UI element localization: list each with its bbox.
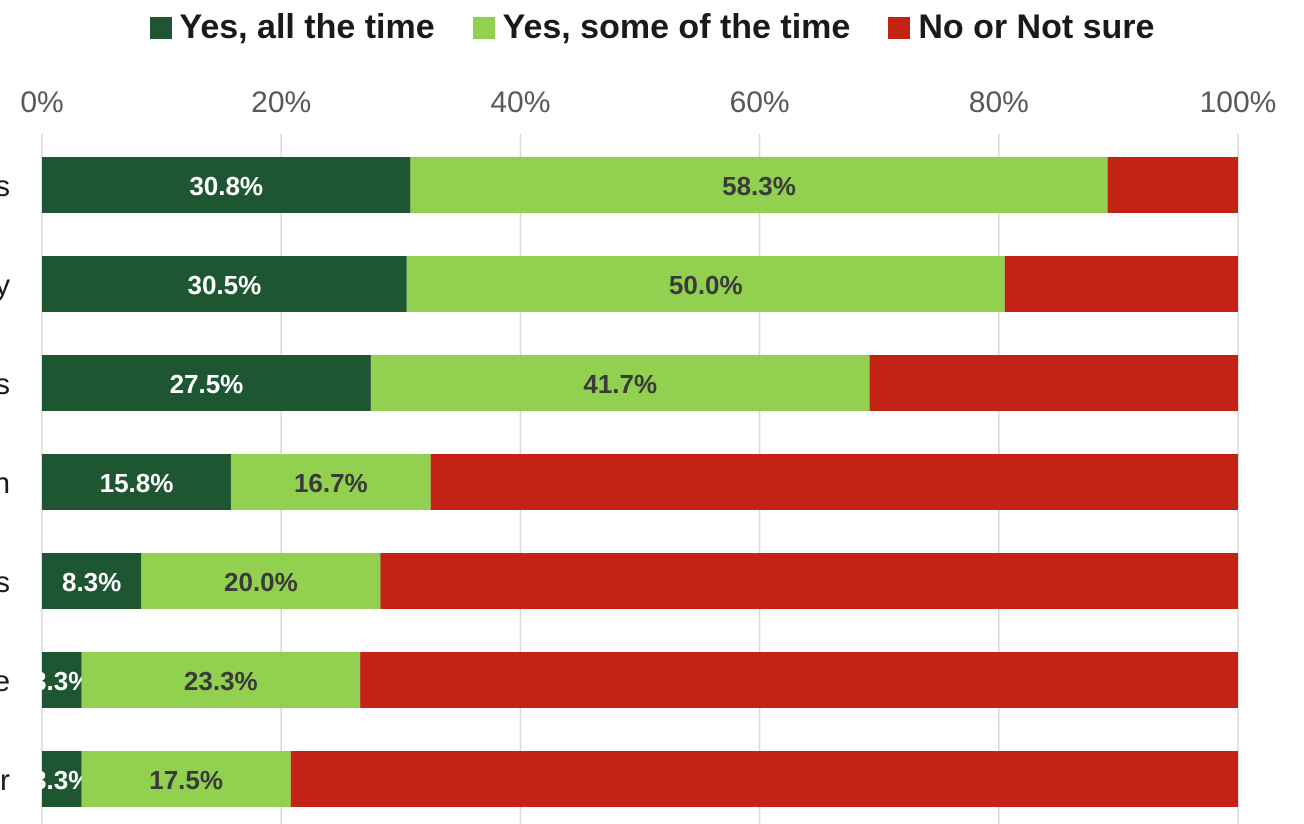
bar-segment [410, 157, 1108, 213]
x-tick-label: 100% [1200, 86, 1277, 119]
bar-segment [42, 157, 411, 213]
data-label: 41.7% [583, 369, 657, 399]
category-label: y [0, 269, 10, 302]
bar-segment [81, 751, 291, 807]
bar-segment [230, 454, 431, 510]
data-label: 17.5% [149, 765, 223, 795]
category-label: e [0, 665, 10, 698]
bar-segment [42, 256, 407, 312]
data-label: 16.7% [294, 468, 368, 498]
data-label: 30.8% [189, 171, 263, 201]
bar-segment [290, 751, 1238, 807]
bar-segment [1004, 256, 1238, 312]
legend-swatch-not-sure [888, 16, 911, 39]
category-label: n [0, 467, 10, 500]
category-label: s [0, 566, 10, 599]
bar-segment [430, 454, 1238, 510]
bar-segment [370, 355, 870, 411]
bar-segment [42, 454, 231, 510]
legend: Yes, all the time Yes, some of the time … [0, 8, 1304, 47]
bar-segment [141, 553, 381, 609]
x-tick-label: 20% [251, 86, 311, 119]
legend-item-not-sure: No or Not sure [888, 8, 1154, 47]
data-label: 15.8% [100, 468, 174, 498]
legend-swatch-some-of-the-time [472, 16, 495, 39]
data-label: 27.5% [170, 369, 244, 399]
legend-item-some-of-the-time: Yes, some of the time [472, 8, 851, 47]
bar-segment [81, 652, 361, 708]
data-label: 20.0% [224, 567, 298, 597]
legend-item-all-the-time: Yes, all the time [149, 8, 435, 47]
bar-segment [360, 652, 1238, 708]
data-label: 8.3% [62, 567, 121, 597]
bar-segment [42, 553, 142, 609]
x-tick-label: 80% [969, 86, 1029, 119]
bar-segment [1107, 157, 1238, 213]
bar-segment [406, 256, 1005, 312]
legend-swatch-all-the-time [149, 16, 172, 39]
data-label: 23.3% [184, 666, 258, 696]
bar-segment [42, 355, 371, 411]
x-tick-label: 40% [490, 86, 550, 119]
x-tick-label: 60% [730, 86, 790, 119]
legend-label-some-of-the-time: Yes, some of the time [502, 8, 851, 46]
category-label: r [0, 764, 10, 797]
category-label: s [0, 170, 10, 203]
legend-label-all-the-time: Yes, all the time [179, 8, 435, 46]
bar-segment [869, 355, 1238, 411]
data-label: 50.0% [669, 270, 743, 300]
data-label: 30.5% [188, 270, 262, 300]
data-label: 58.3% [722, 171, 796, 201]
legend-label-not-sure: No or Not sure [918, 8, 1155, 46]
bar-segment [42, 652, 82, 708]
x-tick-label: 0% [20, 86, 63, 119]
bar-segment [380, 553, 1238, 609]
bar-segment [42, 751, 82, 807]
category-label: s [0, 368, 10, 401]
